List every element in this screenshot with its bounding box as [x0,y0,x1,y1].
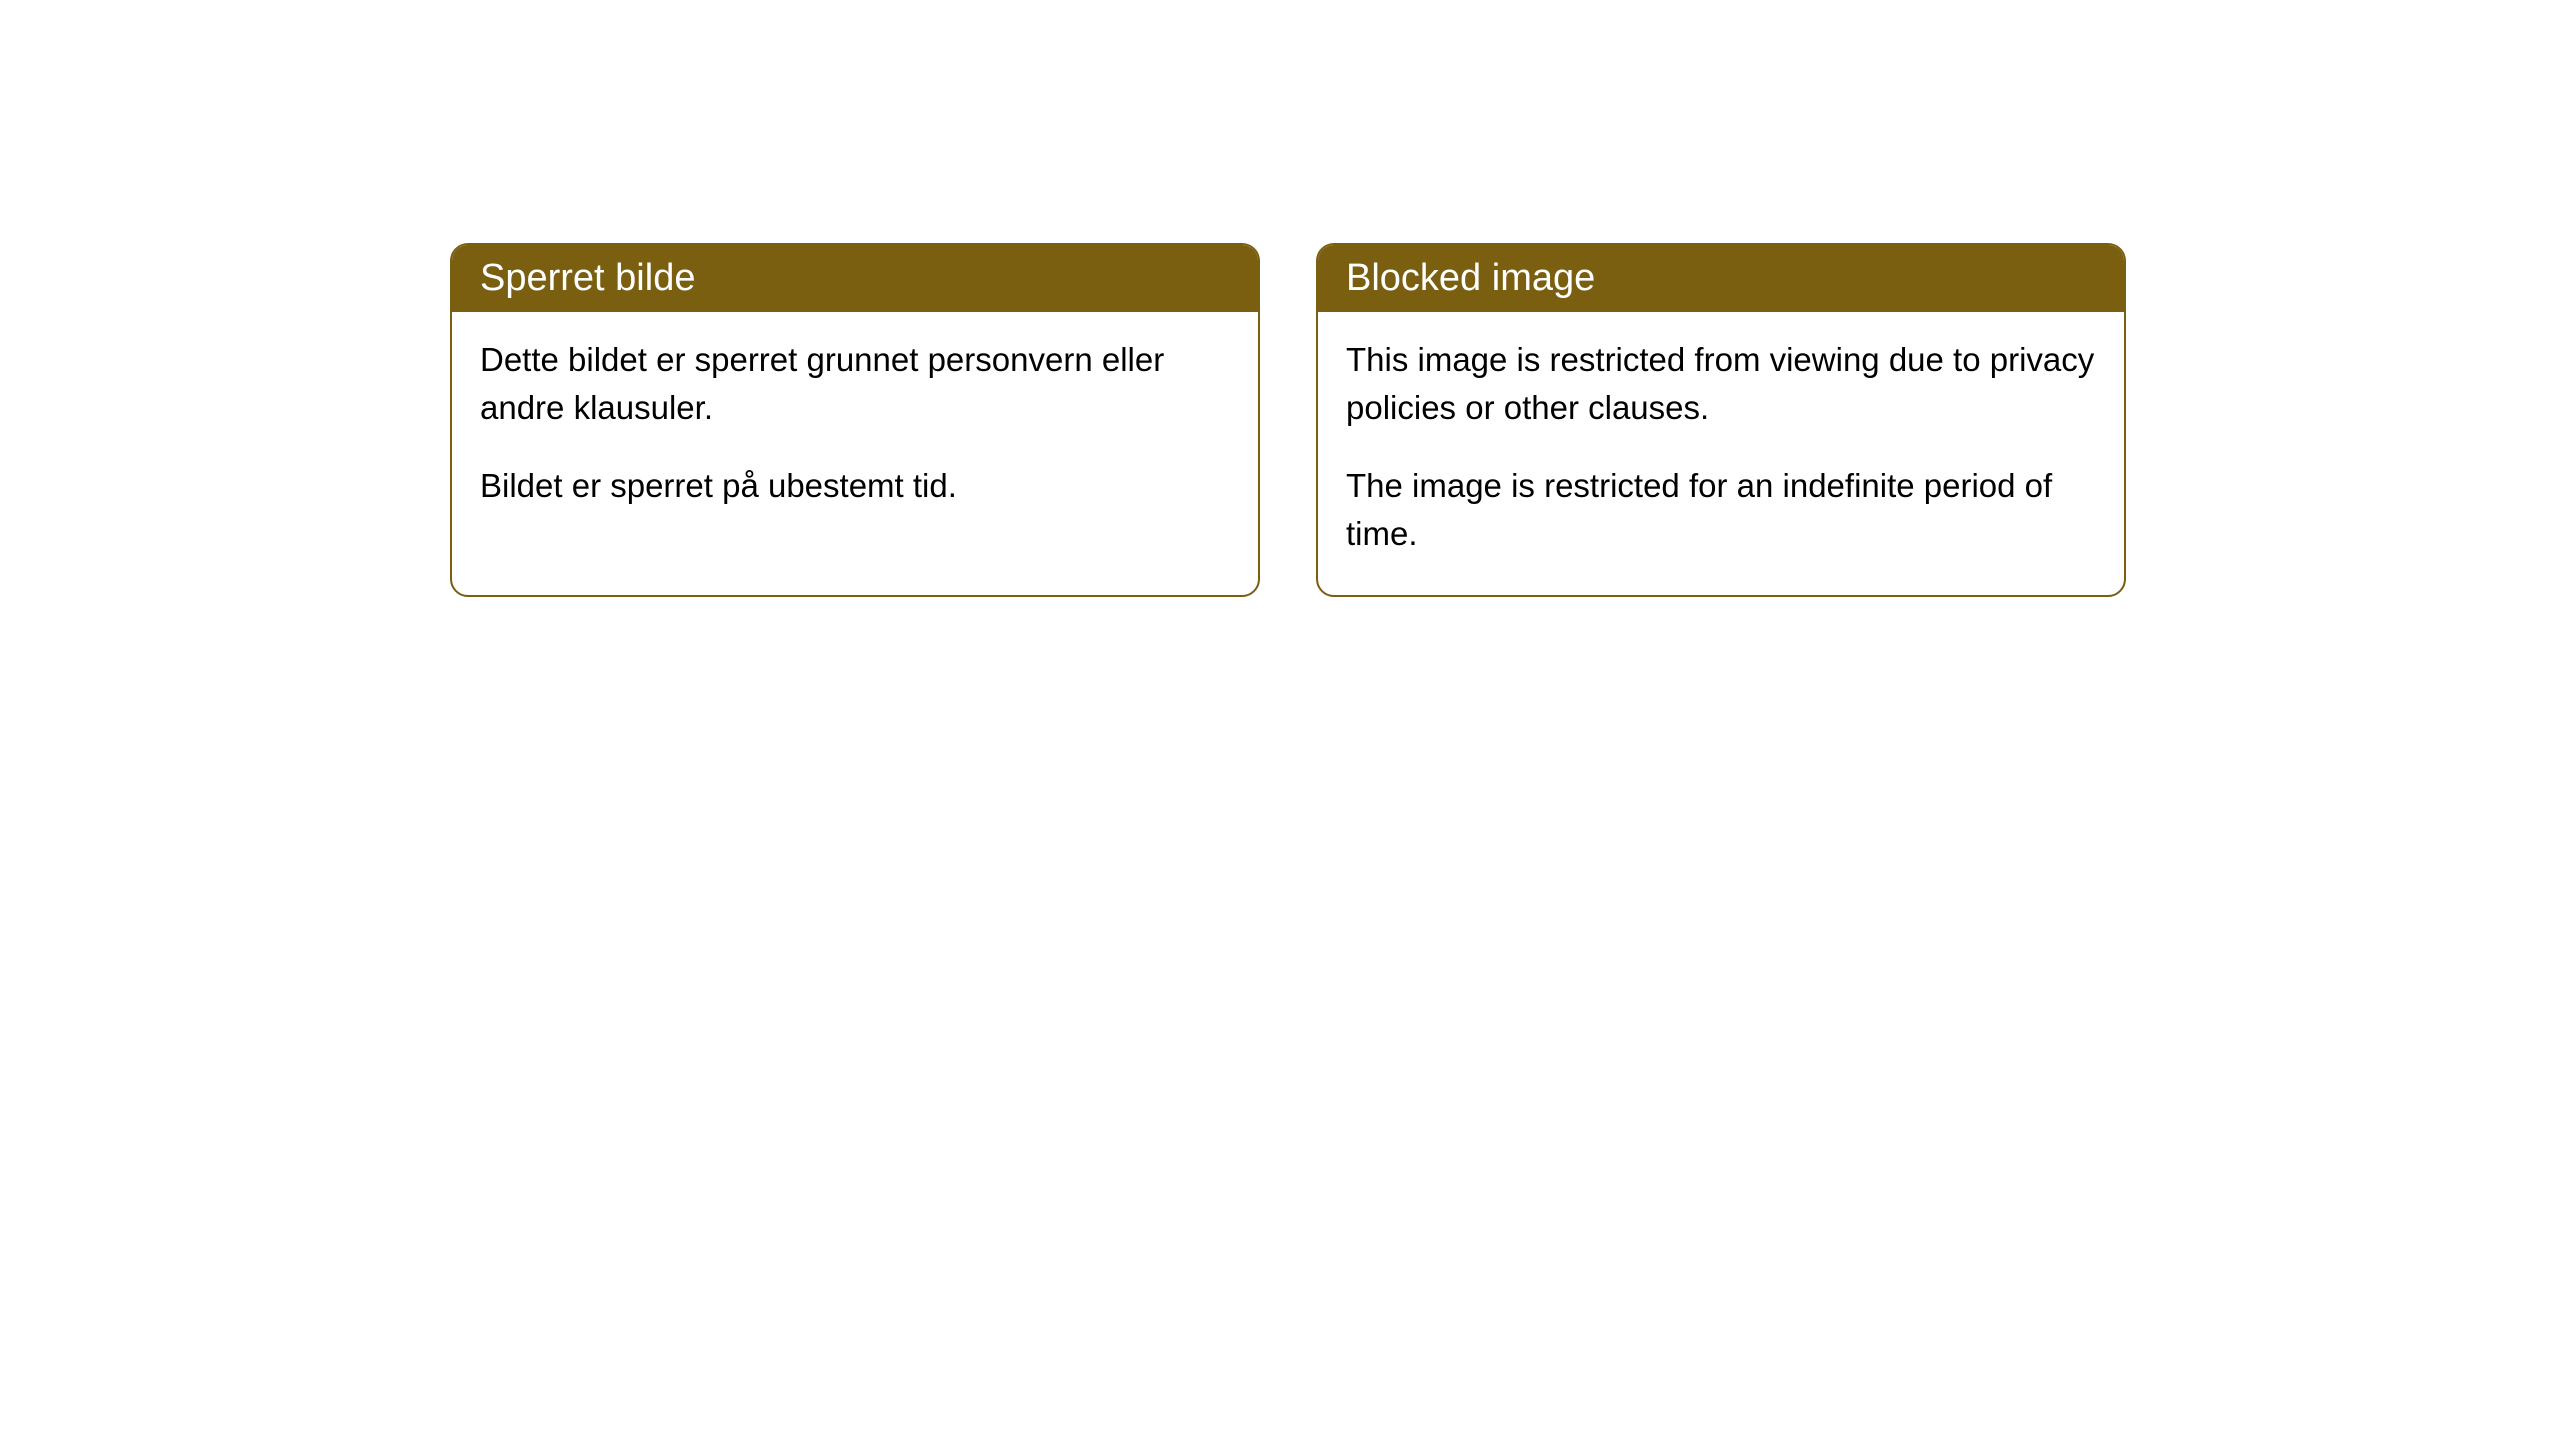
card-paragraph: The image is restricted for an indefinit… [1346,462,2096,558]
card-body-norwegian: Dette bildet er sperret grunnet personve… [452,312,1258,548]
card-paragraph: Dette bildet er sperret grunnet personve… [480,336,1230,432]
notice-card-english: Blocked image This image is restricted f… [1316,243,2126,597]
card-title-english: Blocked image [1318,245,2124,312]
notice-cards-container: Sperret bilde Dette bildet er sperret gr… [0,0,2560,597]
card-paragraph: This image is restricted from viewing du… [1346,336,2096,432]
card-body-english: This image is restricted from viewing du… [1318,312,2124,595]
card-title-norwegian: Sperret bilde [452,245,1258,312]
card-paragraph: Bildet er sperret på ubestemt tid. [480,462,1230,510]
notice-card-norwegian: Sperret bilde Dette bildet er sperret gr… [450,243,1260,597]
